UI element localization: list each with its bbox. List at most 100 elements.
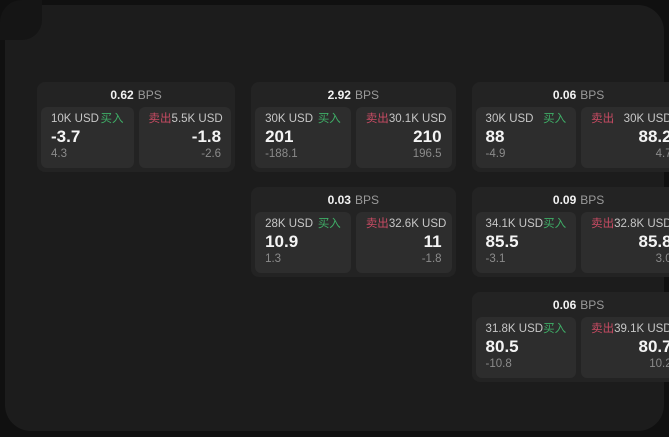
quotes-grid: 0.62 BPS 10K USD 买入 -3.7 4.3 卖出 5.5K USD…: [37, 82, 669, 382]
bps-value: 0.03: [327, 192, 351, 207]
sell-panel[interactable]: 卖出 30.1K USD 210 196.5: [355, 107, 452, 168]
buy-notional: 30K USD: [265, 113, 314, 125]
buy-side-tag: 买入: [543, 218, 567, 230]
buy-side-tag: 买入: [317, 218, 341, 230]
sell-price: -1.8: [191, 127, 222, 147]
bps-header: 2.92 BPS: [251, 82, 455, 107]
sell-notional: 39.1K USD: [614, 323, 669, 335]
quote-card-body: 34.1K USD 买入 85.5 -3.1 卖出 32.8K USD 85.8…: [472, 212, 669, 277]
quote-card[interactable]: 0.06 BPS 30K USD 买入 88 -4.9 卖出 30K USD 8…: [471, 82, 669, 172]
buy-panel-top-row: 31.8K USD 买入: [486, 323, 567, 336]
bps-unit-label: BPS: [354, 192, 379, 207]
sell-side-tag: 卖出: [591, 323, 615, 335]
bps-header: 0.09 BPS: [472, 187, 669, 212]
buy-delta: 4.3: [51, 148, 67, 161]
sell-side-tag: 卖出: [591, 113, 615, 125]
quote-card-body: 31.8K USD 买入 80.5 -10.8 卖出 39.1K USD 80.…: [472, 317, 669, 382]
sell-notional: 32.8K USD: [614, 218, 669, 230]
sell-side-tag: 卖出: [148, 113, 172, 125]
buy-notional: 31.8K USD: [485, 323, 544, 335]
sell-panel-top-row: 卖出 32.6K USD: [365, 218, 447, 231]
sell-delta: -1.8: [421, 253, 442, 266]
buy-price: 80.5: [485, 337, 519, 357]
buy-panel[interactable]: 30K USD 买入 88 -4.9: [475, 107, 577, 168]
quote-card-body: 30K USD 买入 201 -188.1 卖出 30.1K USD 210 1…: [251, 107, 455, 172]
sell-side-tag: 卖出: [365, 113, 389, 125]
sell-notional: 32.6K USD: [388, 218, 447, 230]
sell-notional: 5.5K USD: [171, 113, 223, 125]
buy-notional: 34.1K USD: [485, 218, 544, 230]
sell-delta: 196.5: [412, 148, 442, 161]
buy-side-tag: 买入: [317, 113, 341, 125]
bps-value: 0.06: [552, 297, 577, 312]
buy-price: -3.7: [51, 127, 81, 147]
sell-panel[interactable]: 卖出 5.5K USD -1.8 -2.6: [138, 107, 232, 168]
sell-panel[interactable]: 卖出 30K USD 88.2 4.7: [581, 107, 669, 168]
quote-card[interactable]: 0.62 BPS 10K USD 买入 -3.7 4.3 卖出 5.5K USD…: [37, 82, 236, 172]
sell-side-tag: 卖出: [591, 218, 615, 230]
buy-panel[interactable]: 10K USD 买入 -3.7 4.3: [41, 107, 134, 168]
sell-delta: -2.6: [201, 148, 222, 161]
quote-card[interactable]: 0.09 BPS 34.1K USD 买入 85.5 -3.1 卖出 32.8K…: [471, 187, 669, 277]
sell-notional: 30K USD: [623, 113, 669, 125]
buy-delta: -188.1: [265, 148, 298, 161]
buy-panel-top-row: 10K USD 买入: [51, 113, 124, 126]
sell-price: 210: [413, 127, 442, 147]
quote-card-body: 30K USD 买入 88 -4.9 卖出 30K USD 88.2 4.7: [472, 107, 669, 172]
bps-unit-label: BPS: [580, 297, 605, 312]
bps-value: 0.06: [552, 87, 577, 102]
buy-delta: -4.9: [485, 148, 506, 161]
sell-panel[interactable]: 卖出 32.8K USD 85.8 3.0: [581, 212, 669, 273]
buy-side-tag: 买入: [543, 113, 567, 125]
buy-panel-top-row: 34.1K USD 买入: [486, 218, 567, 231]
bps-header: 0.06 BPS: [472, 292, 669, 317]
bps-unit-label: BPS: [580, 192, 605, 207]
bps-unit-label: BPS: [354, 87, 379, 102]
sell-panel-top-row: 卖出 30.1K USD: [365, 113, 447, 126]
sell-price: 11: [423, 232, 442, 252]
sell-panel-top-row: 卖出 39.1K USD: [591, 323, 669, 336]
sell-side-tag: 卖出: [365, 218, 389, 230]
buy-panel[interactable]: 34.1K USD 买入 85.5 -3.1: [475, 212, 577, 273]
bps-unit-label: BPS: [137, 87, 162, 102]
buy-notional: 30K USD: [485, 113, 534, 125]
sell-panel-top-row: 卖出 32.8K USD: [591, 218, 669, 231]
sell-panel-top-row: 卖出 5.5K USD: [148, 113, 223, 126]
buy-delta: 1.3: [265, 253, 282, 266]
bps-value: 2.92: [327, 87, 351, 102]
buy-panel[interactable]: 31.8K USD 买入 80.5 -10.8: [475, 317, 577, 378]
sell-delta: 3.0: [655, 253, 669, 266]
buy-price: 88: [485, 127, 505, 147]
buy-price: 85.5: [485, 232, 519, 252]
quote-card[interactable]: 0.06 BPS 31.8K USD 买入 80.5 -10.8 卖出 39.1…: [471, 292, 669, 382]
sell-notional: 30.1K USD: [388, 113, 447, 125]
buy-notional: 10K USD: [51, 113, 99, 125]
buy-price: 10.9: [265, 232, 299, 252]
quote-card[interactable]: 0.03 BPS 28K USD 买入 10.9 1.3 卖出 32.6K US…: [251, 187, 456, 277]
bps-header: 0.62 BPS: [37, 82, 235, 107]
buy-side-tag: 买入: [543, 323, 567, 335]
buy-panel-top-row: 28K USD 买入: [265, 218, 341, 231]
buy-panel[interactable]: 28K USD 买入 10.9 1.3: [255, 212, 351, 273]
buy-delta: -3.1: [485, 253, 506, 266]
buy-panel-top-row: 30K USD 买入: [265, 113, 341, 126]
buy-notional: 28K USD: [265, 218, 314, 230]
sell-price: 80.7: [638, 337, 669, 357]
buy-price: 201: [265, 127, 294, 147]
buy-delta: -10.8: [485, 358, 512, 371]
corner-logo-tile: [0, 0, 42, 40]
sell-panel-top-row: 卖出 30K USD: [591, 113, 669, 126]
bps-header: 0.06 BPS: [472, 82, 669, 107]
app-window: 0.62 BPS 10K USD 买入 -3.7 4.3 卖出 5.5K USD…: [5, 5, 669, 431]
sell-price: 88.2: [638, 127, 669, 147]
bps-value: 0.09: [552, 192, 577, 207]
sell-panel[interactable]: 卖出 39.1K USD 80.7 10.2: [581, 317, 669, 378]
quote-card-body: 10K USD 买入 -3.7 4.3 卖出 5.5K USD -1.8 -2.…: [37, 107, 235, 172]
buy-panel[interactable]: 30K USD 买入 201 -188.1: [255, 107, 351, 168]
sell-panel[interactable]: 卖出 32.6K USD 11 -1.8: [355, 212, 452, 273]
bps-value: 0.62: [110, 87, 134, 102]
bps-unit-label: BPS: [580, 87, 605, 102]
bps-header: 0.03 BPS: [251, 187, 455, 212]
buy-panel-top-row: 30K USD 买入: [486, 113, 567, 126]
quote-card[interactable]: 2.92 BPS 30K USD 买入 201 -188.1 卖出 30.1K …: [251, 82, 456, 172]
